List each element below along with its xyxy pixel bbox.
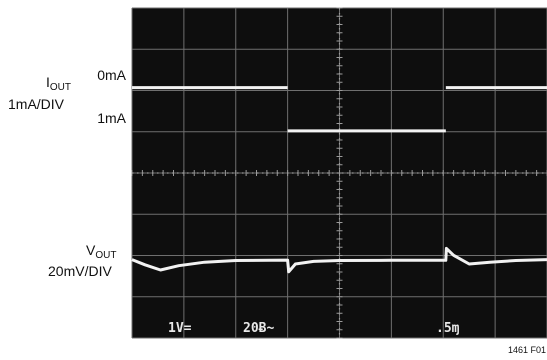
iout-name-sub: OUT	[49, 82, 71, 93]
iout-0ma-label: 0mA	[97, 67, 126, 83]
timebase-readout: .5ɱ	[436, 321, 460, 336]
ch2-scale-readout: 20Ƀ~	[243, 321, 274, 336]
traces	[131, 86, 547, 274]
ch1-scale-readout: 1V=	[168, 321, 192, 336]
iout-trace-name: IOUT	[46, 74, 71, 96]
grid	[131, 7, 547, 339]
vout-name-main: V	[86, 242, 96, 258]
iout-1ma-label: 1mA	[97, 110, 126, 126]
vout-name-sub: OUT	[95, 250, 117, 261]
vout-trace	[131, 246, 547, 274]
vout-scale-label: 20mV/DIV	[48, 263, 112, 279]
iout-scale-label: 1mA/DIV	[8, 96, 65, 112]
vout-trace-name: VOUT	[86, 242, 116, 264]
iout-name-main: I	[46, 74, 50, 90]
figure-id: 1461 F01	[508, 345, 547, 355]
